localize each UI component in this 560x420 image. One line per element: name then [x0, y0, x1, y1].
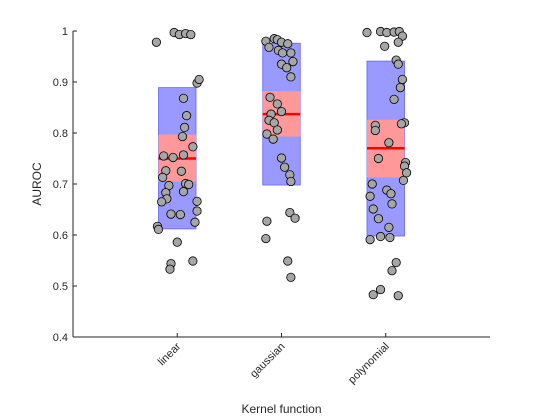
- y-tick-label: 0.4: [53, 332, 68, 344]
- x-tick-label-polynomial: polynomial: [346, 341, 392, 387]
- data-point-gaussian: [262, 129, 272, 139]
- data-point-polynomial: [375, 284, 386, 295]
- data-point-polynomial: [387, 199, 397, 209]
- y-ticks: 0.4 0.5 0.6 0.7 0.8 0.9 1: [53, 26, 77, 344]
- data-point-gaussian: [286, 48, 296, 58]
- data-point-polynomial: [373, 214, 384, 224]
- data-point-gaussian: [286, 272, 296, 282]
- data-point-gaussian: [288, 56, 298, 67]
- data-point-gaussian: [268, 134, 278, 144]
- data-point-polynomial: [389, 94, 399, 104]
- data-point-gaussian: [272, 125, 282, 135]
- data-point-gaussian: [261, 233, 271, 244]
- data-point-polynomial: [391, 257, 401, 268]
- data-points: [151, 26, 412, 301]
- data-point-linear: [159, 151, 169, 161]
- data-point-gaussian: [285, 207, 295, 218]
- data-point-gaussian: [283, 256, 293, 266]
- data-point-polynomial: [393, 37, 403, 47]
- y-tick-label: 0.8: [53, 128, 68, 140]
- data-point-polynomial: [385, 232, 395, 243]
- y-tick-label: 0.5: [53, 281, 68, 293]
- data-point-gaussian: [283, 39, 293, 49]
- data-point-polynomial: [368, 204, 378, 214]
- data-point-linear: [179, 122, 190, 132]
- data-point-polynomial: [375, 231, 386, 242]
- data-point-linear: [175, 210, 185, 220]
- data-point-linear: [192, 206, 202, 216]
- data-point-linear: [178, 93, 189, 103]
- data-point-gaussian: [286, 72, 296, 82]
- data-point-polynomial: [373, 153, 384, 164]
- x-axis-label: Kernel function: [241, 402, 321, 416]
- data-point-linear: [172, 237, 182, 247]
- data-point-linear: [178, 187, 189, 197]
- data-point-linear: [176, 166, 187, 176]
- data-point-linear: [158, 172, 168, 182]
- data-point-polynomial: [396, 119, 406, 129]
- data-point-polynomial: [384, 222, 394, 232]
- data-point-linear: [192, 196, 202, 206]
- data-point-polynomial: [387, 266, 397, 276]
- data-point-polynomial: [393, 59, 403, 69]
- data-point-polynomial: [393, 291, 403, 301]
- data-point-linear: [194, 74, 204, 85]
- data-point-gaussian: [264, 42, 274, 52]
- data-point-polynomial: [362, 27, 372, 38]
- data-point-polynomial: [384, 138, 394, 148]
- data-point-linear: [188, 142, 198, 152]
- data-point-gaussian: [276, 106, 287, 117]
- x-tick-label-gaussian: gaussian: [248, 341, 288, 381]
- y-tick-label: 1: [62, 26, 68, 38]
- data-point-polynomial: [368, 290, 378, 300]
- data-point-linear: [184, 179, 194, 190]
- data-point-linear: [186, 29, 196, 40]
- x-tick-label-linear: linear: [156, 340, 184, 368]
- data-point-gaussian: [262, 216, 272, 226]
- data-point-linear: [182, 111, 192, 121]
- data-point-polynomial: [367, 179, 377, 189]
- data-point-linear: [153, 224, 164, 234]
- data-point-gaussian: [276, 153, 287, 163]
- data-point-linear: [151, 37, 161, 47]
- y-axis-label: AUROC: [30, 162, 44, 206]
- data-point-gaussian: [290, 213, 300, 223]
- data-point-polynomial: [365, 234, 375, 245]
- y-tick-label: 0.9: [53, 77, 68, 89]
- data-point-polynomial: [380, 41, 390, 51]
- data-point-linear: [190, 217, 200, 227]
- data-point-polynomial: [365, 191, 375, 201]
- data-point-gaussian: [286, 176, 296, 187]
- data-point-gaussian: [265, 92, 275, 102]
- data-point-linear: [165, 264, 175, 274]
- data-point-linear: [177, 131, 188, 142]
- y-tick-label: 0.6: [53, 230, 68, 242]
- data-point-polynomial: [401, 168, 412, 178]
- data-point-polynomial: [386, 189, 396, 199]
- data-point-linear: [178, 150, 189, 160]
- data-point-gaussian: [277, 48, 288, 58]
- data-point-gaussian: [280, 162, 290, 172]
- data-point-polynomial: [397, 74, 408, 85]
- x-ticks: linear gaussian polynomial: [156, 333, 392, 386]
- data-point-linear: [166, 209, 176, 219]
- data-point-gaussian: [282, 63, 292, 73]
- data-point-linear: [157, 197, 167, 207]
- data-point-polynomial: [398, 175, 409, 186]
- data-point-gaussian: [272, 99, 282, 109]
- y-tick-label: 0.7: [53, 179, 68, 191]
- data-point-polynomial: [395, 83, 405, 93]
- data-point-linear: [188, 256, 198, 266]
- data-point-polynomial: [370, 125, 380, 136]
- data-point-linear: [168, 152, 178, 163]
